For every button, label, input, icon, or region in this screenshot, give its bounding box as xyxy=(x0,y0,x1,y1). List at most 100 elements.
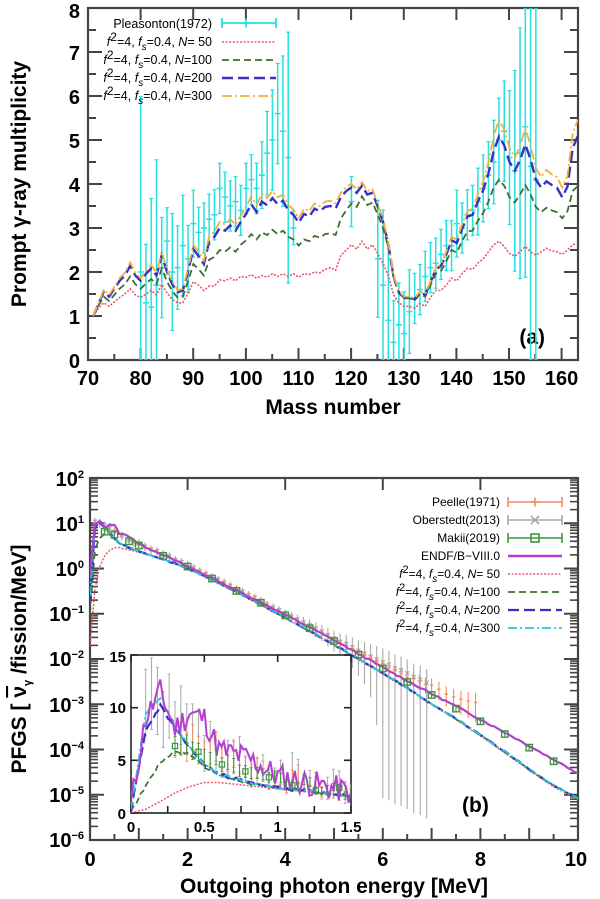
svg-text:6: 6 xyxy=(377,849,388,871)
panel-b-y-minor-ticks xyxy=(90,479,578,828)
legend-b-item-2-marker xyxy=(507,533,563,543)
inset-ticks xyxy=(130,654,352,814)
panel-a-legend: Pleasonton(1972) f2=4, fs=0.4, N= 50 f2=… xyxy=(103,17,277,107)
legend-a-item-3: f2=4, fs=0.4, N=200 xyxy=(103,66,212,89)
panel-b-y-ticks xyxy=(90,477,578,841)
svg-text:f2=4, fs=0.4, N=100: f2=4, fs=0.4, N=100 xyxy=(396,582,501,603)
inset-series-n200 xyxy=(131,702,351,813)
legend-b-item-5: f2=4, fs=0.4, N=100 xyxy=(396,582,501,603)
legend-b-item-6: f2=4, fs=0.4, N=200 xyxy=(396,600,501,621)
svg-text:f2=4, fs=0.4, N=300: f2=4, fs=0.4, N=300 xyxy=(103,84,212,107)
svg-text:10−3: 10−3 xyxy=(49,695,84,717)
legend-a-item-2: f2=4, fs=0.4, N=100 xyxy=(103,48,212,71)
svg-text:140: 140 xyxy=(440,368,473,390)
svg-text:0: 0 xyxy=(69,351,80,373)
svg-text:10: 10 xyxy=(109,700,126,717)
svg-text:100: 100 xyxy=(56,559,84,581)
svg-text:1: 1 xyxy=(274,819,282,836)
svg-text:150: 150 xyxy=(492,368,525,390)
svg-text:5: 5 xyxy=(69,131,80,153)
svg-text:f2=4, fs=0.4, N=300: f2=4, fs=0.4, N=300 xyxy=(396,618,501,639)
panel-b-tag: (b) xyxy=(462,794,489,817)
panel-b-data xyxy=(90,517,578,819)
inset-data xyxy=(131,657,351,813)
svg-text:7: 7 xyxy=(69,43,80,65)
series-n100-a xyxy=(92,178,578,317)
svg-text:f2=4, fs=0.4, N= 50: f2=4, fs=0.4, N= 50 xyxy=(399,564,500,585)
legend-a-item-0-marker xyxy=(221,18,277,28)
svg-text:10: 10 xyxy=(565,849,587,871)
svg-text:0: 0 xyxy=(84,849,95,871)
inset-series-n100 xyxy=(131,750,351,812)
panel-a-y-axis-label: Prompt γ-ray multiplicity xyxy=(8,61,31,308)
svg-text:f2=4, fs=0.4, N=200: f2=4, fs=0.4, N=200 xyxy=(396,600,501,621)
svg-text:10−1: 10−1 xyxy=(49,604,84,626)
panel-a-y-ticklabels: 0 1 2 3 4 5 6 7 8 xyxy=(69,1,81,373)
svg-text:120: 120 xyxy=(334,368,367,390)
svg-text:100: 100 xyxy=(229,368,262,390)
panel-b-x-ticklabels: 0 2 4 6 8 10 xyxy=(84,849,587,871)
svg-text:130: 130 xyxy=(387,368,420,390)
svg-text:10−4: 10−4 xyxy=(49,740,85,762)
panel-a-data xyxy=(92,8,578,360)
svg-text:6: 6 xyxy=(69,87,80,109)
series-n300-a xyxy=(92,117,578,317)
svg-text:70: 70 xyxy=(77,368,99,390)
panel-b-y-ticklabels: 102 101 100 10−1 10−2 10−3 10−4 10−5 10−… xyxy=(49,469,85,852)
svg-text:f2=4, fs=0.4, N=200: f2=4, fs=0.4, N=200 xyxy=(103,66,212,89)
svg-text:5: 5 xyxy=(118,753,126,770)
svg-text:4: 4 xyxy=(280,849,292,871)
panel-a-x-ticklabels: 70 80 90 100 110 120 130 140 150 160 xyxy=(77,368,578,390)
svg-text:0: 0 xyxy=(127,819,135,836)
svg-text:1: 1 xyxy=(69,307,80,329)
panel-b-x-ticks xyxy=(89,478,579,840)
inset-series-n50 xyxy=(131,781,351,813)
legend-b-item-0-marker xyxy=(507,497,563,507)
series-makii-2019 xyxy=(100,527,558,766)
svg-text:8: 8 xyxy=(475,849,486,871)
inset-series-endf xyxy=(131,679,351,803)
svg-text:3: 3 xyxy=(69,219,80,241)
legend-b-item-7: f2=4, fs=0.4, N=300 xyxy=(396,618,501,639)
series-n300-b xyxy=(90,519,578,800)
legend-b-item-1-label: Oberstedt(2013) xyxy=(413,513,500,527)
panel-a: 0 1 2 3 4 5 6 7 8 70 80 90 100 110 120 1… xyxy=(0,0,600,440)
legend-a-item-4: f2=4, fs=0.4, N=300 xyxy=(103,84,212,107)
panel-b-svg: 102 101 100 10−1 10−2 10−3 10−4 10−5 10−… xyxy=(8,469,587,898)
panel-b: 102 101 100 10−1 10−2 10−3 10−4 10−5 10−… xyxy=(0,440,600,899)
svg-text:4: 4 xyxy=(69,175,81,197)
svg-text:0: 0 xyxy=(118,806,126,823)
inset-y-ticklabels: 0 5 10 15 xyxy=(109,649,126,823)
svg-text:80: 80 xyxy=(129,368,151,390)
svg-text:1.5: 1.5 xyxy=(341,819,362,836)
svg-text:2: 2 xyxy=(182,849,193,871)
legend-b-item-4: f2=4, fs=0.4, N= 50 xyxy=(399,564,500,585)
legend-b-item-1-marker xyxy=(507,515,563,525)
svg-text:10−6: 10−6 xyxy=(49,830,84,852)
panel-a-tag: (a) xyxy=(519,326,545,349)
panel-a-y-ticks xyxy=(88,7,578,361)
svg-text:f2=4, fs=0.4, N=100: f2=4, fs=0.4, N=100 xyxy=(103,48,212,71)
svg-text:160: 160 xyxy=(545,368,578,390)
panel-b-inset: 0 5 10 15 0 0.5 1 1.5 xyxy=(109,649,361,836)
legend-b-item-0-label: Peelle(1971) xyxy=(432,495,500,509)
svg-text:f2=4, fs=0.4, N= 50: f2=4, fs=0.4, N= 50 xyxy=(107,30,212,53)
svg-text:10−5: 10−5 xyxy=(49,785,84,807)
panel-b-legend: Peelle(1971) Oberstedt(2013) Makii(2019) xyxy=(396,495,563,639)
svg-text:2: 2 xyxy=(69,263,80,285)
svg-text:0.5: 0.5 xyxy=(194,819,215,836)
panel-a-x-axis-label: Mass number xyxy=(265,396,400,419)
inset-x-ticklabels: 0 0.5 1 1.5 xyxy=(127,819,362,836)
svg-text:8: 8 xyxy=(69,1,80,23)
svg-text:101: 101 xyxy=(56,514,84,536)
legend-a-item-1: f2=4, fs=0.4, N= 50 xyxy=(107,30,212,53)
panel-b-x-axis-label: Outgoing photon energy [MeV] xyxy=(180,875,488,898)
legend-a-item-0-label: Pleasonton(1972) xyxy=(113,17,212,31)
panel-a-svg: 0 1 2 3 4 5 6 7 8 70 80 90 100 110 120 1… xyxy=(8,1,580,419)
panel-b-y-axis-label: PFGS [ νγ /fission/MeV] xyxy=(8,544,34,773)
series-n50-a xyxy=(92,239,578,317)
svg-text:10−2: 10−2 xyxy=(49,649,84,671)
series-n200-a xyxy=(92,133,578,317)
svg-text:110: 110 xyxy=(282,368,314,390)
svg-text:90: 90 xyxy=(182,368,204,390)
